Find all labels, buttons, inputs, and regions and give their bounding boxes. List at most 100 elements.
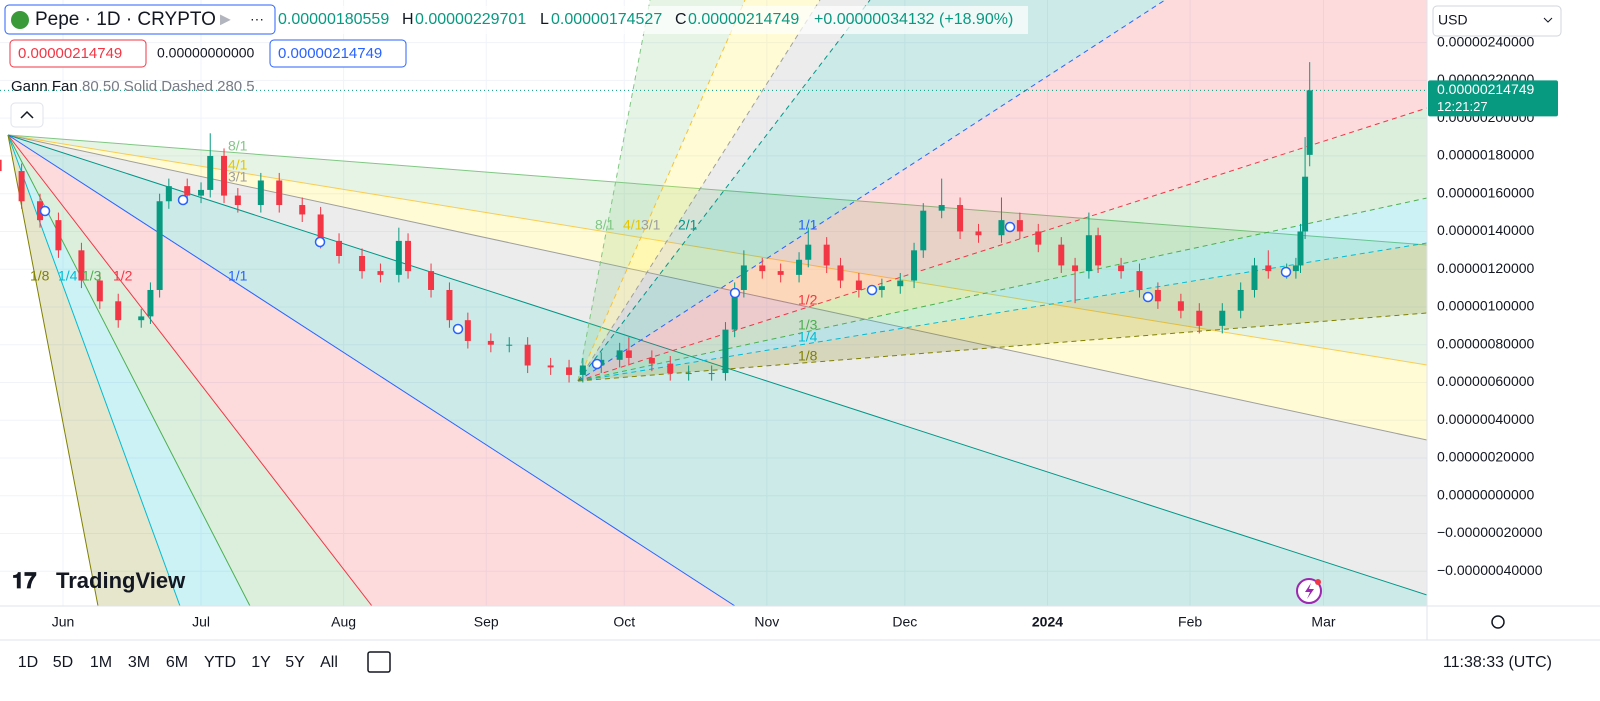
brand-logo: 𝟏𝟕 [12,568,37,593]
candle-body [359,255,366,272]
candle-body [234,195,241,206]
range-button[interactable]: YTD [204,654,236,671]
range-button[interactable]: 1Y [251,654,271,671]
candle-body [1265,265,1272,272]
candle-body [1302,176,1309,232]
settings-icon[interactable] [1491,615,1505,629]
candle-body [547,365,554,368]
fan-label: 1/3 [82,268,102,284]
candle-body [855,280,862,290]
candle-body [708,373,715,375]
candle-body [138,316,145,321]
buy-box[interactable] [269,39,407,68]
candle-body [1016,220,1023,232]
candle-body [579,365,586,375]
range-button[interactable]: 6M [166,654,188,671]
x-tick-label: Jul [192,614,210,630]
fan-label: 1/1 [798,217,818,233]
range-button[interactable]: 3M [128,654,150,671]
x-tick-label: Feb [1178,614,1202,630]
candle-body [731,289,738,330]
flag-icon: ▶ [220,11,231,27]
fan-label: 1/2 [113,268,133,284]
fan-label: 1/4 [58,268,78,284]
candle-body [566,367,573,375]
candle-body [648,357,655,364]
sell-price[interactable]: 0.00000214749 [18,45,122,62]
range-button[interactable]: 5Y [285,654,305,671]
candle-body [625,350,632,358]
candle-body [1058,244,1065,266]
candle-body [299,205,306,215]
candle-body [938,205,945,211]
fan-label: 4/1 [228,157,248,173]
y-tick-label: −0.00000040000 [1437,562,1543,578]
candle-body [405,240,412,272]
fan-label: 1/8 [30,268,50,284]
spread: 0.00000000000 [157,45,255,61]
change: +0.00000034132 (+18.90%) [814,11,1013,28]
candle-body [897,280,904,287]
candle-body [78,250,85,281]
study-name: Gann Fan [11,78,78,95]
candle-body [1136,271,1143,290]
candle-body [878,286,885,290]
fan-label: 1/4 [798,329,818,345]
candle-body [740,265,747,290]
price-tag-value: 0.00000214749 [1437,81,1535,97]
close-label: C [675,11,687,28]
range-button[interactable]: 5D [53,654,73,671]
x-tick-label: Nov [754,614,779,630]
price-tag-countdown: 12:21:27 [1437,99,1488,114]
currency-select[interactable] [1432,5,1562,37]
collapse-icon [20,110,34,119]
range-button[interactable]: 1D [18,654,38,671]
candle-body [276,180,283,206]
collapse-button[interactable] [10,102,44,128]
range-button[interactable]: 1M [90,654,112,671]
candle-body [1095,235,1102,266]
candle-body [55,220,62,251]
candle-body [198,189,205,196]
candle-body [184,186,191,196]
candle-body [428,271,435,290]
brand: TradingView [56,568,186,593]
dropdown-icon [1543,17,1553,23]
symbol-box[interactable] [4,4,276,35]
gann-fan-b [577,0,1427,382]
currency[interactable]: USD [1438,12,1468,28]
study-params: 80 50 Solid Dashed 280 5 [82,78,255,95]
candle-body [487,340,494,345]
candle-body [1085,235,1092,272]
range-button[interactable]: All [320,654,338,671]
candle-body [446,289,453,321]
badge [1315,579,1321,585]
date-range-icon[interactable] [367,651,391,673]
candle-body [317,214,324,241]
fan-label: 1/8 [798,348,818,364]
candle-body [207,155,214,190]
symbol-icon [11,11,29,29]
y-tick-label: 0.00000000000 [1437,486,1535,502]
candle-body [998,220,1005,236]
fan-label: 8/1 [228,138,248,154]
candle-body [0,159,2,172]
y-tick-label: 0.00000140000 [1437,222,1535,238]
buy-price[interactable]: 0.00000214749 [278,45,382,62]
x-tick-label: 2024 [1032,614,1063,630]
x-tick-label: Oct [613,614,635,630]
x-tick-label: Sep [474,614,499,630]
candle-body [1251,265,1258,290]
gann-labels: 8/1 4/1 3/1 1/8 1/4 1/3 1/2 1/1 8/1 4/1 … [30,138,818,364]
candle-body [616,350,623,360]
candle-body [777,271,784,275]
y-tick-label: 0.00000060000 [1437,373,1535,389]
symbol[interactable]: Pepe · 1D · CRYPTO [35,9,216,30]
candle-body [156,201,163,290]
candle-body [1035,231,1042,245]
more-icon[interactable]: ··· [250,11,264,27]
sell-box[interactable] [9,39,147,68]
candle-body [115,301,122,321]
x-tick-label: Dec [892,614,917,630]
candle-body [837,265,844,281]
